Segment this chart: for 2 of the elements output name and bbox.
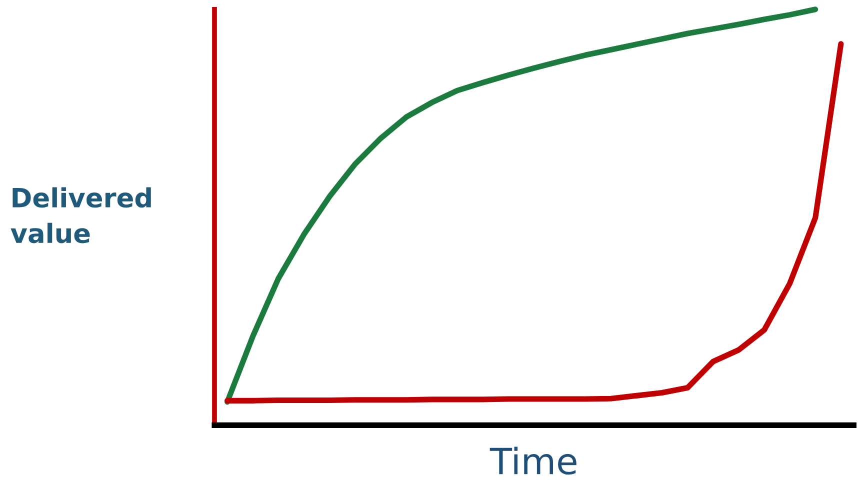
x-axis-title: Time bbox=[490, 446, 576, 475]
y-axis-title: Delivered value bbox=[10, 187, 151, 244]
